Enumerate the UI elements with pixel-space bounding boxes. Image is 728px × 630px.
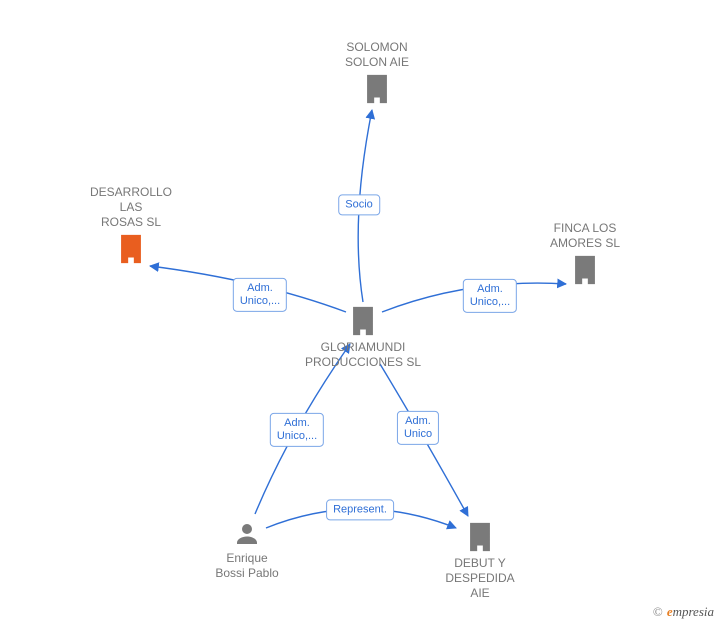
node-label: SOLOMON SOLON AIE bbox=[307, 40, 447, 70]
person-icon bbox=[232, 519, 262, 549]
watermark-text: mpresia bbox=[673, 604, 714, 619]
node-desarrollo[interactable]: DESARROLLO LAS ROSAS SL bbox=[61, 185, 201, 268]
node-solomon[interactable]: SOLOMON SOLON AIE bbox=[307, 40, 447, 108]
building-icon bbox=[568, 253, 602, 287]
node-icon-wrap bbox=[177, 519, 317, 549]
node-label: Enrique Bossi Pablo bbox=[177, 551, 317, 581]
node-label: GLORIAMUNDI PRODUCCIONES SL bbox=[293, 340, 433, 370]
edge-label-e_represent: Represent. bbox=[326, 499, 394, 520]
node-enrique[interactable]: Enrique Bossi Pablo bbox=[177, 517, 317, 581]
diagram-canvas: GLORIAMUNDI PRODUCCIONES SL SOLOMON SOLON… bbox=[0, 0, 728, 630]
node-label: FINCA LOS AMORES SL bbox=[515, 221, 655, 251]
edge-label-e_enrique_gm: Adm. Unico,... bbox=[270, 413, 324, 447]
node-icon-wrap bbox=[410, 520, 550, 554]
copyright-symbol: © bbox=[653, 604, 663, 619]
edge-label-e_finca: Adm. Unico,... bbox=[463, 279, 517, 313]
edge-label-e_debut: Adm. Unico bbox=[397, 411, 439, 445]
edge-label-e_socio: Socio bbox=[338, 194, 380, 215]
node-icon-wrap bbox=[293, 304, 433, 338]
node-gloriamundi[interactable]: GLORIAMUNDI PRODUCCIONES SL bbox=[293, 302, 433, 370]
building-icon bbox=[346, 304, 380, 338]
edge-label-e_desarrollo: Adm. Unico,... bbox=[233, 278, 287, 312]
node-icon-wrap bbox=[307, 72, 447, 106]
node-label: DESARROLLO LAS ROSAS SL bbox=[61, 185, 201, 230]
building-icon bbox=[463, 520, 497, 554]
node-label: DEBUT Y DESPEDIDA AIE bbox=[410, 556, 550, 601]
building-icon bbox=[114, 232, 148, 266]
node-icon-wrap bbox=[515, 253, 655, 287]
node-icon-wrap bbox=[61, 232, 201, 266]
watermark: ©empresia bbox=[653, 604, 714, 620]
node-finca[interactable]: FINCA LOS AMORES SL bbox=[515, 221, 655, 289]
building-icon bbox=[360, 72, 394, 106]
node-debut[interactable]: DEBUT Y DESPEDIDA AIE bbox=[410, 518, 550, 601]
